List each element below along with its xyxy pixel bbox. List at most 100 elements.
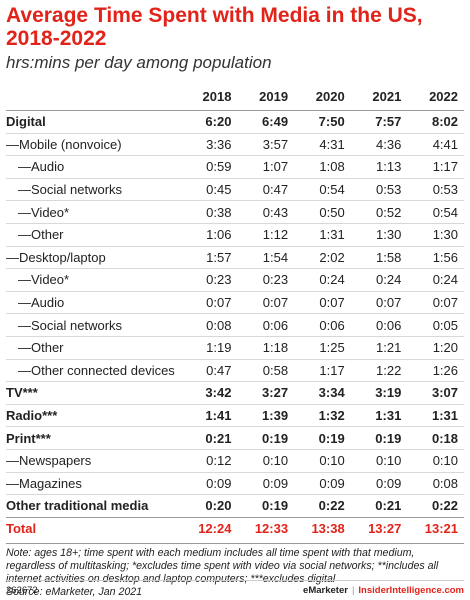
cell-value: 0:10 xyxy=(407,449,464,473)
table-row: —Other connected devices 0:47 0:58 1:17 1:22… xyxy=(6,359,464,383)
cell-value: 1:22 xyxy=(350,359,408,383)
row-label: —Video* xyxy=(6,268,181,292)
cell-value: 0:21 xyxy=(180,426,238,450)
row-label: Radio*** xyxy=(6,404,181,428)
cell-value: 1:07 xyxy=(237,155,295,179)
cell-value: 0:24 xyxy=(350,268,408,292)
cell-value: 0:38 xyxy=(180,200,238,224)
cell-value: 1:08 xyxy=(294,155,351,179)
row-label: —Audio xyxy=(6,291,181,315)
cell-value: 13:38 xyxy=(311,520,345,536)
cell-value: 3:57 xyxy=(237,133,295,157)
cell-value: 0:23 xyxy=(180,268,238,292)
cell-value: 0:07 xyxy=(180,291,238,315)
chart-subtitle: hrs:mins per day among population xyxy=(6,53,272,72)
row-label: Total xyxy=(6,520,37,536)
table-row: —Mobile (nonvoice) 3:36 3:57 4:31 4:36 4:41 xyxy=(6,133,464,157)
cell-value: 1:06 xyxy=(180,223,238,247)
cell-value: 0:45 xyxy=(180,178,238,202)
cell-value: 0:20 xyxy=(180,494,238,518)
table-row: —Video* 0:38 0:43 0:50 0:52 0:54 xyxy=(6,200,464,224)
cell-value: 3:27 xyxy=(237,381,295,405)
column-header-2020: 2020 xyxy=(294,85,351,111)
brand-separator: | xyxy=(351,585,355,596)
row-label: —Other xyxy=(6,223,181,247)
cell-value: 0:06 xyxy=(237,313,295,337)
cell-value: 0:22 xyxy=(294,494,351,518)
cell-value: 0:19 xyxy=(237,426,295,450)
row-label: TV*** xyxy=(6,381,181,405)
row-label: —Other xyxy=(6,336,181,360)
row-label: —Newspapers xyxy=(6,449,181,473)
cell-value: 0:07 xyxy=(237,291,295,315)
cell-value: 0:53 xyxy=(350,178,408,202)
cell-value: 0:54 xyxy=(294,178,351,202)
cell-value: 1:31 xyxy=(294,223,351,247)
header-row: 2018 2019 2020 2021 2022 xyxy=(6,85,464,111)
table-row: —Other 1:19 1:18 1:25 1:21 1:20 xyxy=(6,336,464,360)
cell-value: 1:31 xyxy=(350,404,408,428)
cell-value: 3:07 xyxy=(407,381,464,405)
table-row: —Magazines 0:09 0:09 0:09 0:09 0:08 xyxy=(6,472,464,496)
cell-value: 1:57 xyxy=(180,246,238,270)
cell-value: 4:41 xyxy=(407,133,464,157)
cell-value: 0:07 xyxy=(294,291,351,315)
row-label: —Social networks xyxy=(6,178,181,202)
table-row: Radio*** 1:41 1:39 1:32 1:31 1:31 xyxy=(6,404,464,428)
cell-value: 0:23 xyxy=(237,268,295,292)
column-header-2021: 2021 xyxy=(350,85,408,111)
table-row: —Other 1:06 1:12 1:31 1:30 1:30 xyxy=(6,223,464,247)
footer: 262672 eMarketer | InsiderIntelligence.com xyxy=(6,580,464,599)
cell-value: 1:58 xyxy=(350,246,408,270)
table-row: —Newspapers 0:12 0:10 0:10 0:10 0:10 xyxy=(6,449,464,473)
cell-value: 1:30 xyxy=(407,223,464,247)
cell-value: 0:19 xyxy=(294,426,351,450)
brand-site: InsiderIntelligence.com xyxy=(358,585,464,596)
cell-value: 0:43 xyxy=(237,200,295,224)
cell-value: 1:12 xyxy=(237,223,295,247)
cell-value: 0:09 xyxy=(294,472,351,496)
cell-value: 1:25 xyxy=(294,336,351,360)
cell-value: 0:19 xyxy=(350,426,408,450)
cell-value: 0:05 xyxy=(407,313,464,337)
cell-value: 0:07 xyxy=(350,291,408,315)
cell-value: 0:54 xyxy=(407,200,464,224)
table-row: Other traditional media 0:20 0:19 0:22 0:21 0… xyxy=(6,494,464,518)
cell-value: 3:19 xyxy=(350,381,408,405)
cell-value: 1:21 xyxy=(350,336,408,360)
note-text: Note: ages 18+; time spent with each med… xyxy=(6,547,439,586)
row-label: Other traditional media xyxy=(6,494,181,518)
cell-value: 0:47 xyxy=(237,178,295,202)
data-table: 2018 2019 2020 2021 2022 Digital 6:20 6:49… xyxy=(6,85,464,539)
cell-value: 0:50 xyxy=(294,200,351,224)
cell-value: 2:02 xyxy=(294,246,351,270)
cell-value: 12:33 xyxy=(254,520,289,536)
cell-value: 0:18 xyxy=(407,426,464,450)
cell-value: 0:52 xyxy=(350,200,408,224)
table-row: Digital 6:20 6:49 7:50 7:57 8:02 xyxy=(6,110,464,134)
cell-value: 1:18 xyxy=(237,336,295,360)
table-row: TV*** 3:42 3:27 3:34 3:19 3:07 xyxy=(6,381,464,405)
cell-value: 1:17 xyxy=(294,359,351,383)
column-header-2018: 2018 xyxy=(180,85,238,111)
cell-value: 1:26 xyxy=(407,359,464,383)
column-header-2022: 2022 xyxy=(407,85,464,111)
cell-value: 1:30 xyxy=(350,223,408,247)
cell-value: 7:57 xyxy=(350,110,408,134)
cell-value: 3:34 xyxy=(294,381,351,405)
cell-value: 0:22 xyxy=(407,494,464,518)
chart-container: Average Time Spent with Media in the US,… xyxy=(6,4,464,599)
source-text: Source: eMarketer, Jan 2021 xyxy=(6,586,143,599)
cell-value: 4:36 xyxy=(350,133,408,157)
cell-value: 0:10 xyxy=(294,449,351,473)
cell-value: 0:09 xyxy=(237,472,295,496)
cell-value: 1:54 xyxy=(237,246,295,270)
cell-value: 3:36 xyxy=(180,133,238,157)
cell-value: 4:31 xyxy=(294,133,351,157)
cell-value: 0:10 xyxy=(237,449,295,473)
cell-value: 1:41 xyxy=(180,404,238,428)
cell-value: 0:59 xyxy=(180,155,238,179)
cell-value: 12:24 xyxy=(198,520,232,536)
cell-value: 1:56 xyxy=(407,246,464,270)
label-column-header xyxy=(6,85,181,111)
